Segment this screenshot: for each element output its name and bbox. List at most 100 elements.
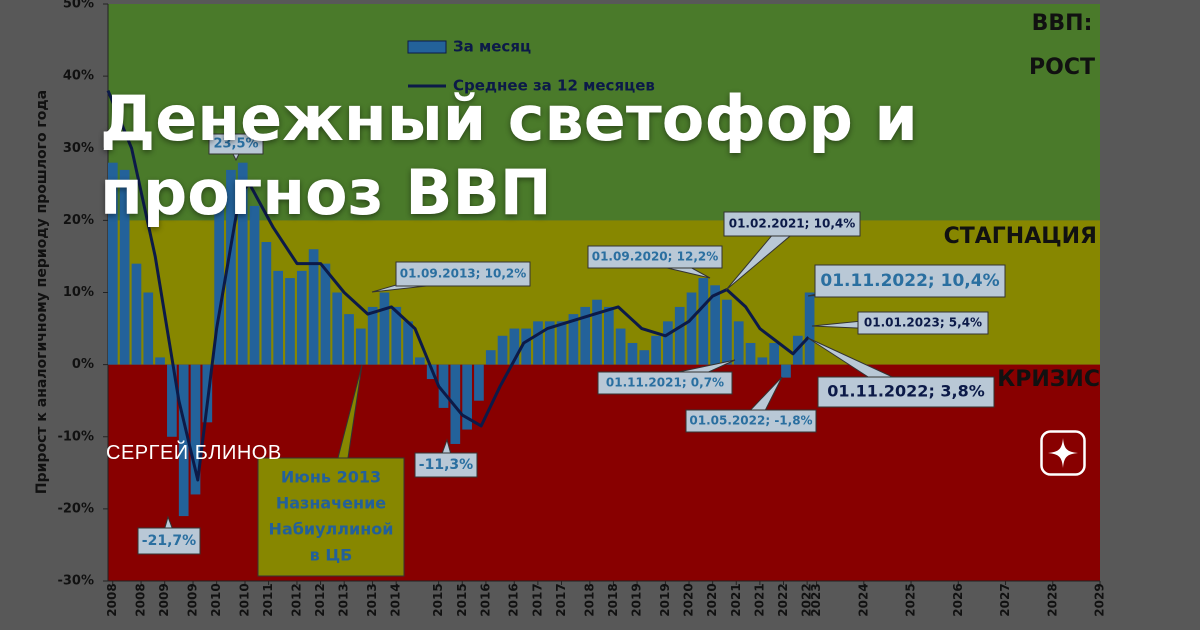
x-tick-label: 2027 — [998, 583, 1012, 616]
callout-box — [685, 409, 817, 433]
y-tick-label: 30% — [63, 141, 94, 156]
callout-text: Набиуллиной — [269, 520, 394, 539]
x-tick-label: 2029 — [1093, 583, 1107, 616]
bar — [190, 364, 201, 495]
x-tick-label: 2011 — [261, 583, 275, 616]
y-axis-title: Прирост к аналогичному периоду прошлого … — [34, 90, 50, 494]
bar — [674, 306, 685, 365]
bar — [214, 205, 224, 365]
bar — [639, 350, 650, 365]
bar — [273, 270, 284, 365]
x-tick-label: 2022 — [776, 583, 790, 616]
x-tick-label: 2016 — [478, 583, 492, 616]
bar — [568, 314, 579, 365]
overlay-author: СЕРГЕЙ БЛИНОВ — [106, 442, 282, 464]
bar — [261, 242, 272, 365]
bar — [131, 263, 142, 365]
x-tick-label: 2024 — [856, 583, 870, 616]
callout-box — [395, 261, 531, 287]
bar — [356, 328, 366, 365]
bar — [167, 364, 177, 437]
x-tick-label: 2025 — [904, 583, 918, 616]
bar — [781, 364, 791, 378]
callout-text: 01.09.2013; 10,2% — [400, 267, 527, 281]
y-tick-label: -10% — [57, 429, 94, 444]
bar — [722, 299, 732, 365]
bar — [544, 321, 555, 365]
bar — [698, 278, 709, 365]
x-tick-label: 2021 — [752, 583, 766, 616]
bar — [556, 321, 567, 365]
zone — [108, 4, 1100, 221]
x-tick-label: 2019 — [630, 583, 644, 616]
bar — [143, 292, 154, 365]
bar — [237, 162, 248, 365]
y-tick-label: 10% — [63, 285, 94, 300]
bar — [615, 328, 626, 365]
bar — [438, 364, 449, 408]
x-tick-label: 2022 — [800, 583, 814, 616]
callout-box — [597, 371, 733, 395]
x-tick-label: 2026 — [951, 583, 965, 616]
legend-swatch — [407, 40, 447, 54]
bar — [226, 169, 236, 365]
bar — [485, 350, 496, 365]
bar — [178, 364, 189, 517]
bar — [733, 321, 744, 365]
y-tick-label: -30% — [57, 574, 94, 589]
zone-label: ВВП: — [1032, 11, 1093, 36]
x-tick-label: 2013 — [365, 583, 379, 616]
bar — [108, 162, 118, 365]
callout-box — [137, 527, 201, 555]
callout-box — [817, 376, 995, 408]
x-tick-label: 2020 — [705, 583, 719, 616]
bar — [686, 292, 697, 365]
bar — [804, 292, 815, 365]
x-tick-label: 2014 — [389, 583, 403, 616]
x-tick-label: 2010 — [237, 583, 251, 616]
callout-box — [723, 211, 861, 237]
x-tick-label: 2018 — [582, 583, 596, 616]
bar — [757, 357, 768, 365]
logo-frame — [1040, 430, 1086, 476]
legend-label: Среднее за 12 месяцев — [453, 77, 655, 95]
x-tick-label: 2012 — [289, 583, 303, 616]
bar — [604, 306, 614, 365]
logo-star — [1048, 438, 1078, 468]
bar — [285, 278, 295, 365]
bar — [249, 205, 260, 365]
x-tick-label: 2016 — [507, 583, 521, 616]
callout-text: 23,5% — [213, 137, 258, 152]
x-tick-label: 2008 — [134, 583, 148, 616]
x-tick-label: 2020 — [682, 583, 696, 616]
zone-label: КРИЗИС — [997, 367, 1100, 392]
bar — [497, 335, 508, 365]
callout-text: 01.02.2021; 10,4% — [729, 217, 856, 231]
y-tick-label: 40% — [63, 69, 94, 84]
y-tick-label: 20% — [63, 213, 94, 228]
bar — [403, 321, 413, 365]
callout-text: 01.11.2021; 0,7% — [606, 376, 724, 390]
bar — [580, 306, 591, 365]
callout-box — [814, 264, 1006, 298]
bar — [155, 357, 165, 365]
bar — [533, 321, 543, 365]
x-tick-label: 2017 — [554, 583, 568, 616]
bar — [745, 342, 756, 365]
callout-box — [414, 452, 478, 478]
overlay-title: Денежный светофор и прогноз ВВП — [100, 82, 918, 229]
x-tick-label: 2008 — [105, 583, 119, 616]
x-tick-label: 2021 — [729, 583, 743, 616]
zone-label: СТАГНАЦИЯ — [944, 224, 1097, 249]
bar — [663, 321, 673, 365]
callout-text: Июнь 2013 — [281, 468, 381, 487]
x-tick-label: 2015 — [431, 583, 445, 616]
x-tick-label: 2013 — [337, 583, 351, 616]
callout-text: 01.05.2022; -1,8% — [689, 414, 812, 428]
bar — [391, 306, 402, 365]
y-tick-label: 50% — [63, 0, 94, 12]
bar — [332, 292, 343, 365]
callout-text: Назначение — [276, 494, 386, 513]
x-tick-label: 2012 — [313, 583, 327, 616]
